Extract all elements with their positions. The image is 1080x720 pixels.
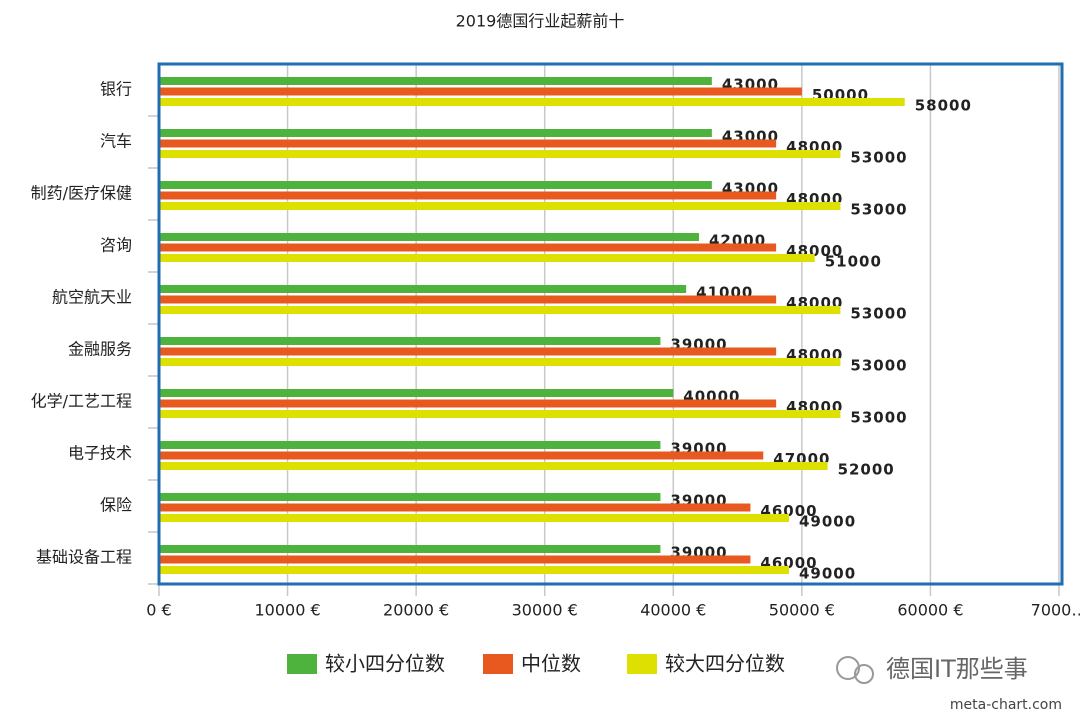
bar: [159, 358, 841, 366]
legend-label: 较小四分位数: [325, 652, 445, 676]
y-tick-label: 保险: [100, 496, 132, 515]
watermark: 德国IT那些事: [836, 655, 1028, 684]
bar: [159, 98, 905, 106]
legend-swatch: [483, 654, 513, 674]
legend-label: 中位数: [521, 652, 581, 676]
bar: [159, 503, 751, 512]
x-tick-label: 20000 €: [383, 601, 449, 620]
x-tick-label: 0 €: [146, 601, 171, 620]
bar: [159, 243, 777, 252]
watermark-icon: [854, 664, 874, 684]
bar: [159, 514, 789, 522]
bar: [159, 254, 815, 262]
x-tick-label: 30000 €: [512, 601, 578, 620]
y-tick-label: 金融服务: [68, 340, 132, 359]
watermark-text: 德国IT那些事: [886, 655, 1028, 683]
bar: [159, 451, 764, 460]
bar: [159, 295, 777, 304]
data-label: 49000: [799, 565, 856, 583]
data-label: 53000: [850, 357, 907, 375]
bar: [159, 129, 712, 137]
bar: [159, 545, 661, 553]
y-tick-label: 制药/医疗保健: [31, 184, 132, 203]
x-tick-label: 40000 €: [640, 601, 706, 620]
bar: [159, 139, 777, 148]
chart-title: 2019德国行业起薪前十: [456, 12, 625, 31]
bar: [159, 399, 777, 408]
legend-label: 较大四分位数: [665, 652, 785, 676]
bar: [159, 493, 661, 501]
x-tick-label: 10000 €: [254, 601, 320, 620]
bar: [159, 347, 777, 356]
y-tick-label: 咨询: [100, 236, 132, 255]
bar: [159, 285, 687, 293]
bar: [159, 202, 841, 210]
bar: [159, 191, 777, 200]
data-label: 53000: [850, 409, 907, 427]
bar: [159, 181, 712, 189]
y-tick-label: 汽车: [100, 132, 132, 151]
y-tick-label: 电子技术: [68, 444, 132, 463]
data-label: 49000: [799, 513, 856, 531]
data-label: 52000: [838, 461, 895, 479]
bar: [159, 87, 802, 96]
x-tick-label: 50000 €: [769, 601, 835, 620]
y-tick-label: 化学/工艺工程: [31, 392, 132, 411]
bar: [159, 410, 841, 418]
data-label: 58000: [915, 97, 972, 115]
x-tick-label: 60000 €: [897, 601, 963, 620]
bar: [159, 77, 712, 85]
x-tick-label: 7000…: [1031, 601, 1080, 620]
legend-swatch: [627, 654, 657, 674]
bar: [159, 150, 841, 158]
plot-frame: [157, 62, 1064, 586]
data-label: 53000: [850, 305, 907, 323]
source: meta-chart.com: [950, 697, 1062, 713]
bar: [159, 566, 789, 574]
bar: [159, 233, 699, 241]
watermark-icon: [836, 656, 860, 680]
bar: [159, 555, 751, 564]
bar: [159, 462, 828, 470]
data-label: 51000: [825, 253, 882, 271]
legend-swatch: [287, 654, 317, 674]
bar: [159, 441, 661, 449]
y-tick-label: 航空航天业: [52, 288, 132, 307]
bar: [159, 337, 661, 345]
y-tick-label: 银行: [100, 80, 132, 99]
bar: [159, 306, 841, 314]
y-tick-label: 基础设备工程: [36, 548, 132, 567]
bar: [159, 389, 674, 397]
data-label: 53000: [850, 201, 907, 219]
data-label: 53000: [850, 149, 907, 167]
